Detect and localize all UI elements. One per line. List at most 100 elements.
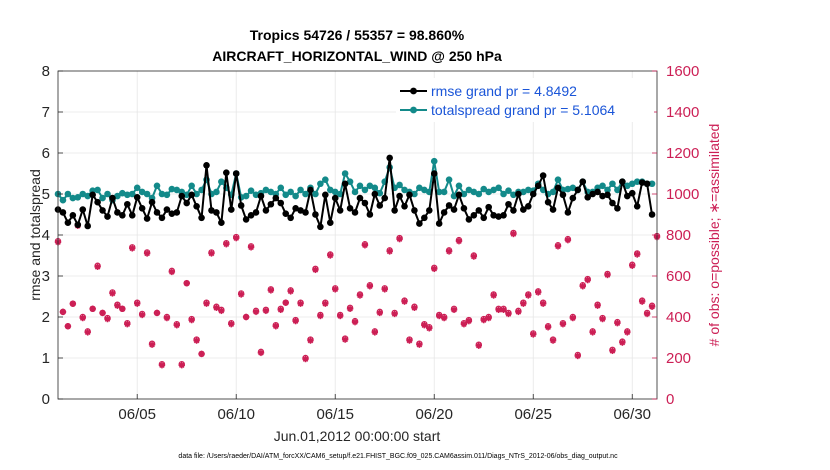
spread-point — [564, 185, 572, 193]
obs-assimilated-marker — [520, 300, 527, 307]
obs-assimilated-marker — [599, 315, 606, 323]
obs-assimilated-marker — [99, 309, 106, 317]
obs-assimilated-marker — [431, 265, 438, 273]
rmse-point — [539, 172, 547, 179]
obs-assimilated-stroke — [475, 342, 482, 349]
rmse-point — [638, 179, 646, 186]
obs-assimilated-stroke — [307, 337, 314, 344]
spread-point — [317, 180, 324, 188]
rmse-point — [381, 194, 389, 202]
obs-assimilated-marker — [228, 320, 235, 328]
rmse-point — [237, 202, 245, 209]
rmse-point — [465, 216, 473, 223]
obs-assimilated-marker — [361, 242, 369, 249]
obs-assimilated-marker — [386, 248, 393, 255]
y-tick-label-left: 0 — [42, 391, 50, 408]
spread-point — [361, 186, 369, 194]
obs-assimilated-marker — [366, 283, 374, 290]
spread-point — [465, 186, 473, 194]
rmse-point — [411, 207, 418, 214]
obs-assimilated-marker — [554, 243, 562, 250]
obs-assimilated-marker — [223, 241, 230, 248]
rmse-point — [549, 206, 557, 213]
spread-point — [371, 184, 379, 192]
obs-assimilated-marker — [539, 300, 547, 307]
obs-assimilated-marker — [426, 325, 433, 332]
rmse-point — [376, 202, 384, 209]
obs-assimilated-marker — [327, 252, 334, 259]
obs-assimilated-stroke — [560, 321, 566, 327]
spread-point — [331, 188, 339, 196]
obs-assimilated-marker — [564, 236, 572, 244]
obs-assimilated-stroke — [248, 244, 254, 251]
rmse-point — [203, 162, 210, 169]
obs-assimilated-marker — [381, 286, 388, 293]
obs-assimilated-stroke — [446, 248, 452, 255]
rmse-point — [421, 214, 428, 222]
obs-assimilated-marker — [297, 300, 304, 307]
rmse-point — [302, 209, 309, 216]
obs-assimilated-marker — [237, 291, 245, 298]
rmse-point — [124, 200, 131, 208]
rmse-point — [515, 190, 522, 198]
spread-point — [480, 185, 488, 193]
spread-point — [128, 190, 136, 198]
rmse-point — [74, 221, 82, 229]
obs-assimilated-marker — [376, 309, 383, 317]
x-tick-label: 06/25 — [514, 406, 552, 423]
obs-assimilated-stroke — [500, 307, 507, 313]
obs-assimilated-stroke — [253, 309, 259, 315]
spread-point — [411, 190, 418, 198]
obs-assimilated-marker — [163, 314, 171, 322]
obs-assimilated-marker — [614, 319, 621, 327]
spread-point — [416, 184, 423, 192]
rmse-point — [435, 220, 443, 227]
obs-assimilated-stroke — [367, 283, 373, 290]
obs-assimilated-stroke — [273, 323, 279, 330]
obs-assimilated-stroke — [570, 315, 576, 321]
obs-assimilated-stroke — [193, 337, 200, 344]
rmse-point — [386, 154, 393, 162]
obs-assimilated-stroke — [258, 350, 264, 356]
obs-assimilated-marker — [282, 299, 289, 306]
rmse-point — [173, 209, 181, 216]
obs-assimilated-marker — [609, 347, 616, 355]
rmse-point — [371, 190, 379, 198]
obs-assimilated-stroke — [386, 248, 393, 255]
y-tick-label-left: 3 — [42, 268, 50, 285]
rmse-point — [351, 209, 359, 216]
obs-assimilated-marker — [114, 302, 121, 309]
obs-assimilated-stroke — [466, 318, 472, 324]
y-tick-label-left: 4 — [42, 227, 50, 244]
spread-point — [124, 191, 131, 199]
rmse-point — [430, 170, 438, 177]
rmse-point — [619, 178, 626, 185]
obs-assimilated-marker — [525, 292, 532, 299]
rmse-point — [138, 205, 146, 212]
rmse-point — [153, 209, 161, 216]
obs-assimilated-stroke — [347, 305, 353, 312]
obs-assimilated-stroke — [495, 307, 502, 313]
rmse-point — [599, 192, 606, 200]
y-tick-label-right: 1200 — [666, 145, 699, 162]
obs-assimilated-stroke — [480, 317, 487, 323]
obs-assimilated-marker — [648, 303, 656, 310]
obs-assimilated-stroke — [649, 303, 655, 310]
obs-assimilated-stroke — [332, 286, 339, 293]
rmse-point — [524, 203, 532, 210]
obs-assimilated-stroke — [159, 362, 165, 368]
obs-assimilated-stroke — [134, 300, 141, 307]
rmse-point — [391, 207, 398, 214]
x-tick-label: 06/20 — [415, 406, 453, 423]
spread-point — [173, 186, 181, 194]
obs-assimilated-stroke — [584, 277, 591, 283]
obs-assimilated-marker — [505, 310, 512, 318]
obs-assimilated-stroke — [337, 313, 343, 319]
spread-point — [435, 188, 443, 196]
spread-point — [277, 184, 285, 192]
spread-point — [114, 192, 121, 200]
y-tick-label-left: 6 — [42, 145, 50, 162]
spread-point — [614, 186, 621, 194]
obs-assimilated-stroke — [555, 243, 561, 250]
obs-assimilated-stroke — [461, 321, 467, 327]
